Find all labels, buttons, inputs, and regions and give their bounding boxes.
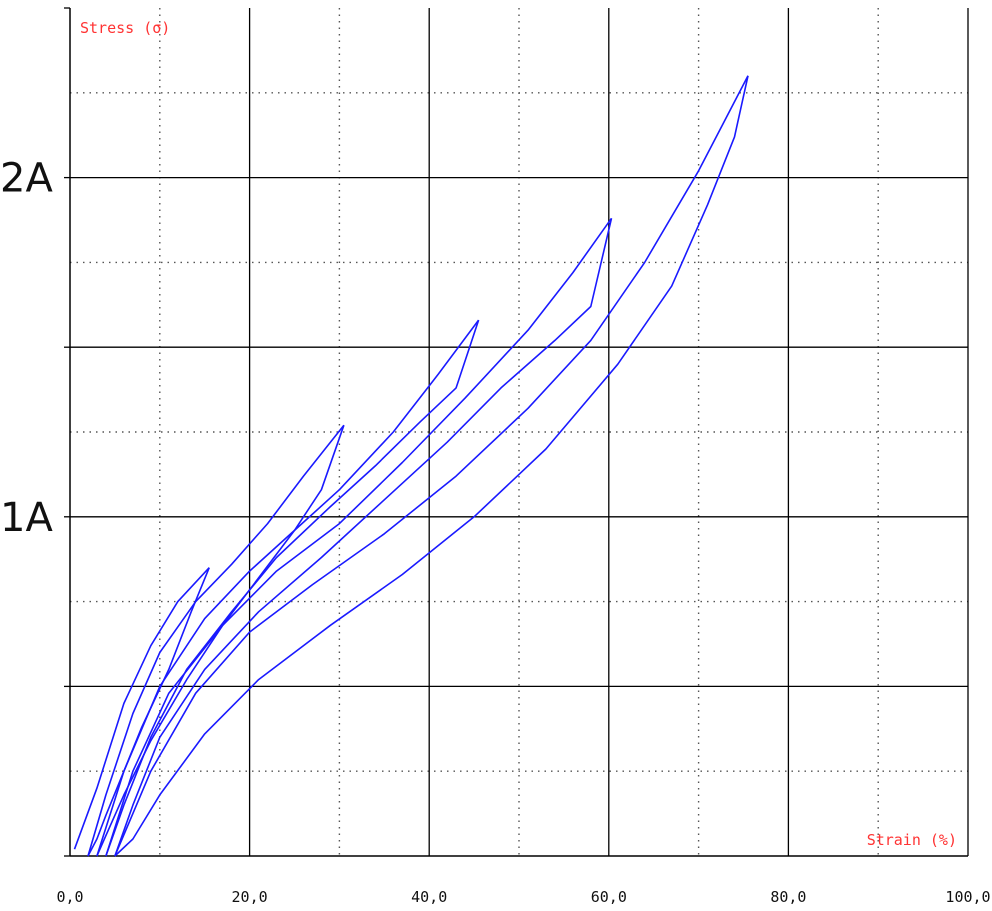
series-line-1 bbox=[73, 567, 210, 850]
series-layer bbox=[73, 75, 749, 857]
series-line-3 bbox=[87, 424, 345, 857]
x-tick-labels: 0,0 20,0 40,0 60,0 80,0 100,0 bbox=[56, 888, 990, 906]
x-tick-label: 0,0 bbox=[56, 888, 83, 906]
x-tick-label: 20,0 bbox=[232, 888, 268, 906]
series-line-9 bbox=[114, 75, 749, 857]
y-tick-labels: 1A 2A bbox=[0, 156, 53, 541]
major-grid bbox=[64, 7, 969, 857]
series-line-6 bbox=[105, 319, 480, 857]
series-line-5 bbox=[96, 319, 480, 857]
series-line-4 bbox=[96, 424, 345, 857]
series-line-7 bbox=[105, 217, 613, 857]
y-tick-label: 1A bbox=[0, 495, 53, 541]
y-tick-label: 2A bbox=[0, 156, 53, 202]
x-tick-label: 80,0 bbox=[770, 888, 806, 906]
series-line-10 bbox=[114, 75, 749, 857]
x-tick-label: 100,0 bbox=[945, 888, 990, 906]
y-axis-label: Stress (σ) bbox=[80, 19, 170, 37]
x-tick-label: 60,0 bbox=[591, 888, 627, 906]
x-tick-label: 40,0 bbox=[411, 888, 447, 906]
series-line-8 bbox=[114, 218, 613, 857]
x-axis-label: Strain (%) bbox=[867, 831, 957, 849]
minor-grid bbox=[70, 8, 968, 856]
